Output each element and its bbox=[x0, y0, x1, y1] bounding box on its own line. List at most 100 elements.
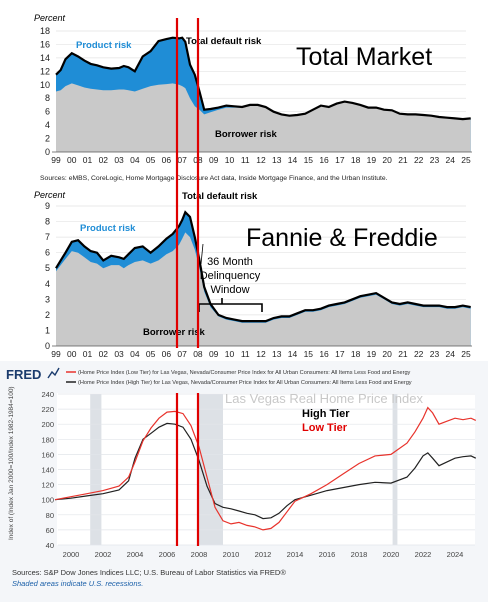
p2-total-default-risk-line bbox=[55, 210, 471, 323]
p1-xtick-label: 05 bbox=[146, 155, 156, 165]
p1-xtick-label: 02 bbox=[99, 155, 109, 165]
p1-xtick-label: 20 bbox=[382, 155, 392, 165]
annotation-line-3: Window bbox=[210, 284, 249, 296]
fred-xtick-label: 2000 bbox=[63, 550, 80, 559]
p1-ytick-label: 14 bbox=[40, 53, 50, 63]
fred-xtick-label: 2018 bbox=[351, 550, 368, 559]
p1-ylabel: Percent bbox=[34, 13, 66, 23]
p2-xtick-label: 15 bbox=[304, 349, 314, 359]
p1-xtick-label: 07 bbox=[177, 155, 187, 165]
p2-ytick-label: 4 bbox=[45, 279, 50, 289]
fred-logo: FRED bbox=[6, 367, 41, 382]
p2-borrower-risk-label: Borrower risk bbox=[143, 327, 205, 338]
p2-xtick-label: 10 bbox=[225, 349, 235, 359]
p1-xtick-label: 10 bbox=[225, 155, 235, 165]
p2-xtick-label: 17 bbox=[335, 349, 345, 359]
p2-total-default-pointer bbox=[200, 243, 204, 265]
legend-high-title: (Home Price Index (High Tier) for Las Ve… bbox=[78, 380, 412, 386]
p1-xtick-label: 16 bbox=[319, 155, 329, 165]
p1-xtick-label: 22 bbox=[414, 155, 424, 165]
fred-xtick-label: 2024 bbox=[447, 550, 464, 559]
fred-ytick-label: 140 bbox=[41, 466, 54, 475]
p2-xtick-label: 02 bbox=[99, 349, 109, 359]
p2-xtick-label: 03 bbox=[114, 349, 124, 359]
fred-ytick-label: 60 bbox=[46, 526, 54, 535]
p2-title: Fannie & Freddie bbox=[246, 224, 438, 252]
p1-ytick-label: 0 bbox=[45, 147, 50, 157]
fred-xtick-label: 2014 bbox=[287, 550, 304, 559]
p1-xtick-label: 14 bbox=[288, 155, 298, 165]
p1-xtick-label: 00 bbox=[67, 155, 77, 165]
p1-xtick-label: 21 bbox=[398, 155, 408, 165]
fred-ytick-label: 160 bbox=[41, 450, 54, 459]
fred-plot-area bbox=[57, 393, 475, 545]
p1-product-risk-label: Product risk bbox=[76, 40, 132, 51]
p2-xtick-label: 14 bbox=[288, 349, 298, 359]
p2-ytick-label: 0 bbox=[45, 341, 50, 351]
p1-ytick-label: 16 bbox=[40, 39, 50, 49]
p2-ytick-label: 3 bbox=[45, 294, 50, 304]
p2-xtick-label: 20 bbox=[382, 349, 392, 359]
p2-ytick-label: 5 bbox=[45, 263, 50, 273]
p1-xtick-label: 04 bbox=[130, 155, 140, 165]
p2-ytick-label: 2 bbox=[45, 310, 50, 320]
p2-xtick-label: 12 bbox=[256, 349, 266, 359]
fred-xtick-label: 2008 bbox=[191, 550, 208, 559]
annotation-line-2: Delinquency bbox=[200, 270, 261, 282]
p1-ytick-label: 4 bbox=[45, 120, 50, 130]
low-tier-line bbox=[54, 406, 477, 531]
fred-xtick-label: 2002 bbox=[95, 550, 112, 559]
fred-recession-note: Shaded areas indicate U.S. recessions. bbox=[12, 579, 143, 588]
p2-xtick-label: 08 bbox=[193, 349, 203, 359]
p2-xtick-label: 16 bbox=[319, 349, 329, 359]
fred-xtick-label: 2022 bbox=[415, 550, 432, 559]
p2-ytick-label: 9 bbox=[45, 201, 50, 211]
p1-ytick-label: 2 bbox=[45, 134, 50, 144]
p2-xtick-label: 11 bbox=[241, 349, 250, 359]
p2-xtick-label: 99 bbox=[51, 349, 61, 359]
fred-ytick-label: 220 bbox=[41, 405, 54, 414]
p1-total-default-risk-label: Total default risk bbox=[186, 36, 262, 47]
p1-xtick-label: 13 bbox=[272, 155, 282, 165]
p2-ytick-label: 1 bbox=[45, 325, 50, 335]
p1-ytick-label: 6 bbox=[45, 107, 50, 117]
p2-xtick-label: 23 bbox=[430, 349, 440, 359]
fred-xtick-label: 2010 bbox=[223, 550, 240, 559]
fred-xtick-label: 2006 bbox=[159, 550, 176, 559]
p1-xtick-label: 11 bbox=[241, 155, 250, 165]
p2-xtick-label: 07 bbox=[177, 349, 187, 359]
p1-xtick-label: 17 bbox=[335, 155, 345, 165]
fred-ytick-label: 180 bbox=[41, 435, 54, 444]
p1-xtick-label: 15 bbox=[304, 155, 314, 165]
legend-high-tier: High Tier bbox=[302, 408, 350, 420]
p2-xtick-label: 19 bbox=[367, 349, 377, 359]
legend-low-title: (Home Price Index (Low Tier) for Las Veg… bbox=[78, 370, 411, 376]
p2-ytick-label: 7 bbox=[45, 232, 50, 242]
p2-xtick-label: 01 bbox=[83, 349, 93, 359]
p2-ylabel: Percent bbox=[34, 190, 66, 200]
p2-xtick-label: 25 bbox=[461, 349, 471, 359]
p1-xtick-label: 25 bbox=[461, 155, 471, 165]
p1-total-default-risk-line bbox=[55, 36, 471, 121]
p2-xtick-label: 04 bbox=[130, 349, 140, 359]
p1-xtick-label: 18 bbox=[351, 155, 361, 165]
fred-xtick-label: 2020 bbox=[383, 550, 400, 559]
fred-chart: FRED (Home Price Index (Low Tier) for La… bbox=[0, 361, 488, 602]
fred-ytick-label: 120 bbox=[41, 481, 54, 490]
p1-title: Total Market bbox=[296, 43, 432, 71]
p1-xtick-label: 99 bbox=[51, 155, 61, 165]
p1-xtick-label: 03 bbox=[114, 155, 124, 165]
p1-ytick-label: 10 bbox=[40, 80, 50, 90]
fred-xtick-label: 2004 bbox=[127, 550, 144, 559]
p1-xtick-label: 23 bbox=[430, 155, 440, 165]
fred-ytick-label: 240 bbox=[41, 390, 54, 399]
legend-low-tier: Low Tier bbox=[302, 422, 348, 434]
fred-ytick-label: 100 bbox=[41, 496, 54, 505]
p2-xtick-label: 13 bbox=[272, 349, 282, 359]
p2-xtick-label: 21 bbox=[398, 349, 408, 359]
fred-ytick-label: 80 bbox=[46, 511, 54, 520]
p2-xtick-label: 05 bbox=[146, 349, 156, 359]
p2-xtick-label: 06 bbox=[162, 349, 172, 359]
